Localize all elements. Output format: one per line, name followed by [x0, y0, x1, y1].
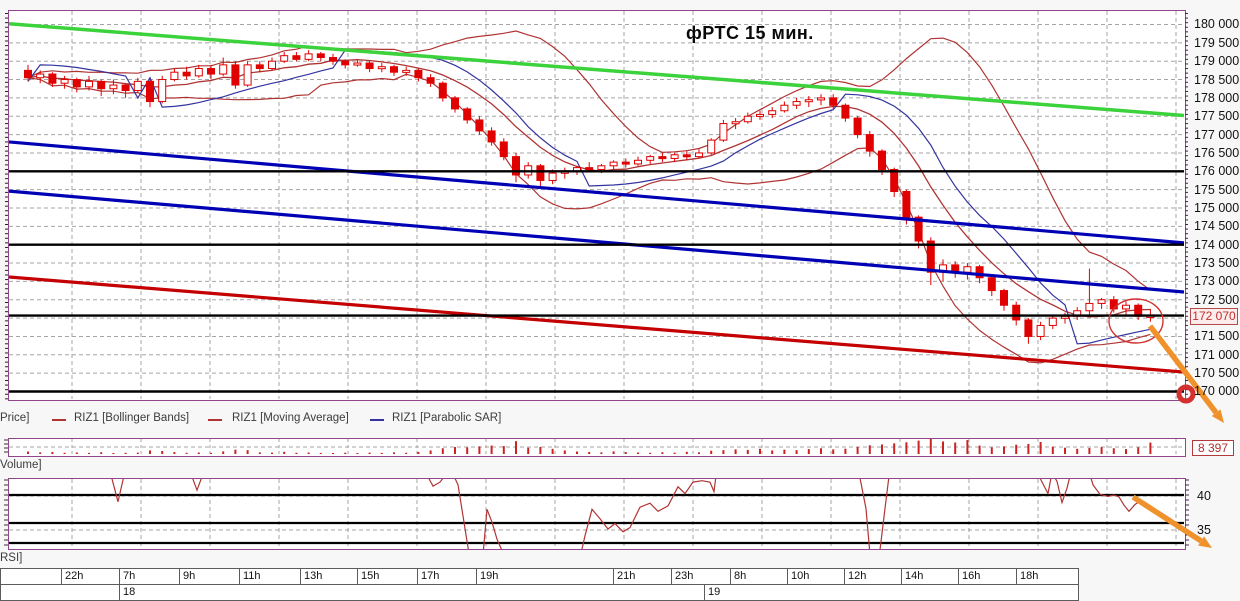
- price-axis-label: 171 500: [1194, 329, 1240, 344]
- price-axis-label: 174 500: [1194, 219, 1240, 234]
- time-axis-cell-8h[interactable]: 8h: [730, 568, 788, 585]
- price-axis-label: 177 500: [1194, 109, 1240, 124]
- time-axis-cell-15h[interactable]: 15h: [357, 568, 418, 585]
- price-axis-label: 173 000: [1194, 274, 1240, 289]
- time-axis-cell-13h[interactable]: 13h: [300, 568, 358, 585]
- time-axis-cell-22h[interactable]: 22h: [61, 568, 120, 585]
- price-axis-label: 174 000: [1194, 237, 1240, 252]
- time-axis-cell-18h[interactable]: 18h: [1016, 568, 1079, 585]
- legend-ma-label[interactable]: RIZ1 [Moving Average]: [232, 412, 349, 424]
- time-axis-cell-17h[interactable]: 17h: [417, 568, 477, 585]
- price-axis-label: 175 000: [1194, 200, 1240, 215]
- price-axis-label: 171 000: [1194, 347, 1240, 362]
- time-axis-cell-14h[interactable]: 14h: [901, 568, 959, 585]
- trend-circle-annotation: [1108, 298, 1164, 344]
- rsi-pane-label: RSI]: [0, 552, 23, 564]
- time-axis-cell-21h[interactable]: 21h: [613, 568, 672, 585]
- price-axis-label: 178 000: [1194, 90, 1240, 105]
- chart-title: фРТС 15 мин.: [686, 23, 814, 43]
- time-axis-cell-19[interactable]: 19: [704, 584, 1079, 601]
- ma-legend-dash-icon: [208, 419, 222, 421]
- current-price-badge: 172 070: [1190, 308, 1238, 325]
- price-axis-label: 180 000: [1194, 17, 1240, 32]
- legend-price-label: Price]: [0, 412, 30, 424]
- price-axis-label: 177 000: [1194, 127, 1240, 142]
- price-axis-label: 178 500: [1194, 72, 1240, 87]
- time-axis-cell-7h[interactable]: 7h: [119, 568, 180, 585]
- rsi-axis-label: 40: [1197, 489, 1211, 503]
- forecast-arrow-annotation: [1147, 324, 1219, 415]
- forecast-arrow-annotation: [1131, 494, 1203, 544]
- rsi-pane[interactable]: [8, 478, 1186, 550]
- price-axis-label: 175 500: [1194, 182, 1240, 197]
- legend-bollinger-label[interactable]: RIZ1 [Bollinger Bands]: [74, 412, 190, 424]
- time-axis-cell-10h[interactable]: 10h: [787, 568, 845, 585]
- time-axis-cell-23h[interactable]: 23h: [671, 568, 731, 585]
- target-ring-annotation: [1176, 384, 1196, 404]
- price-axis-label: 179 000: [1194, 54, 1240, 69]
- price-axis-label: 176 500: [1194, 145, 1240, 160]
- price-axis-label: 179 500: [1194, 35, 1240, 50]
- price-axis-label: 170 000: [1194, 384, 1240, 399]
- psar-legend-dash-icon: [370, 419, 384, 421]
- time-axis-cell-empty[interactable]: [0, 584, 120, 601]
- volume-pane-label: Volume]: [0, 459, 42, 471]
- time-axis-cell-11h[interactable]: 11h: [239, 568, 301, 585]
- rsi-axis-label: 35: [1197, 523, 1211, 537]
- time-axis-cell-19h[interactable]: 19h: [476, 568, 614, 585]
- volume-value-badge: 8 397: [1192, 440, 1234, 456]
- time-axis-cell-18[interactable]: 18: [119, 584, 705, 601]
- legend-psar-label[interactable]: RIZ1 [Parabolic SAR]: [392, 412, 502, 424]
- time-axis-cell-9h[interactable]: 9h: [179, 568, 240, 585]
- time-axis-cell-16h[interactable]: 16h: [958, 568, 1017, 585]
- bollinger-legend-dash-icon: [52, 419, 66, 421]
- price-axis-label: 176 000: [1194, 164, 1240, 179]
- time-axis-cell-empty[interactable]: [0, 568, 62, 585]
- price-axis-label: 173 500: [1194, 256, 1240, 271]
- price-axis-label: 170 500: [1194, 366, 1240, 381]
- time-axis-cell-12h[interactable]: 12h: [844, 568, 902, 585]
- price-axis-label: 172 500: [1194, 292, 1240, 307]
